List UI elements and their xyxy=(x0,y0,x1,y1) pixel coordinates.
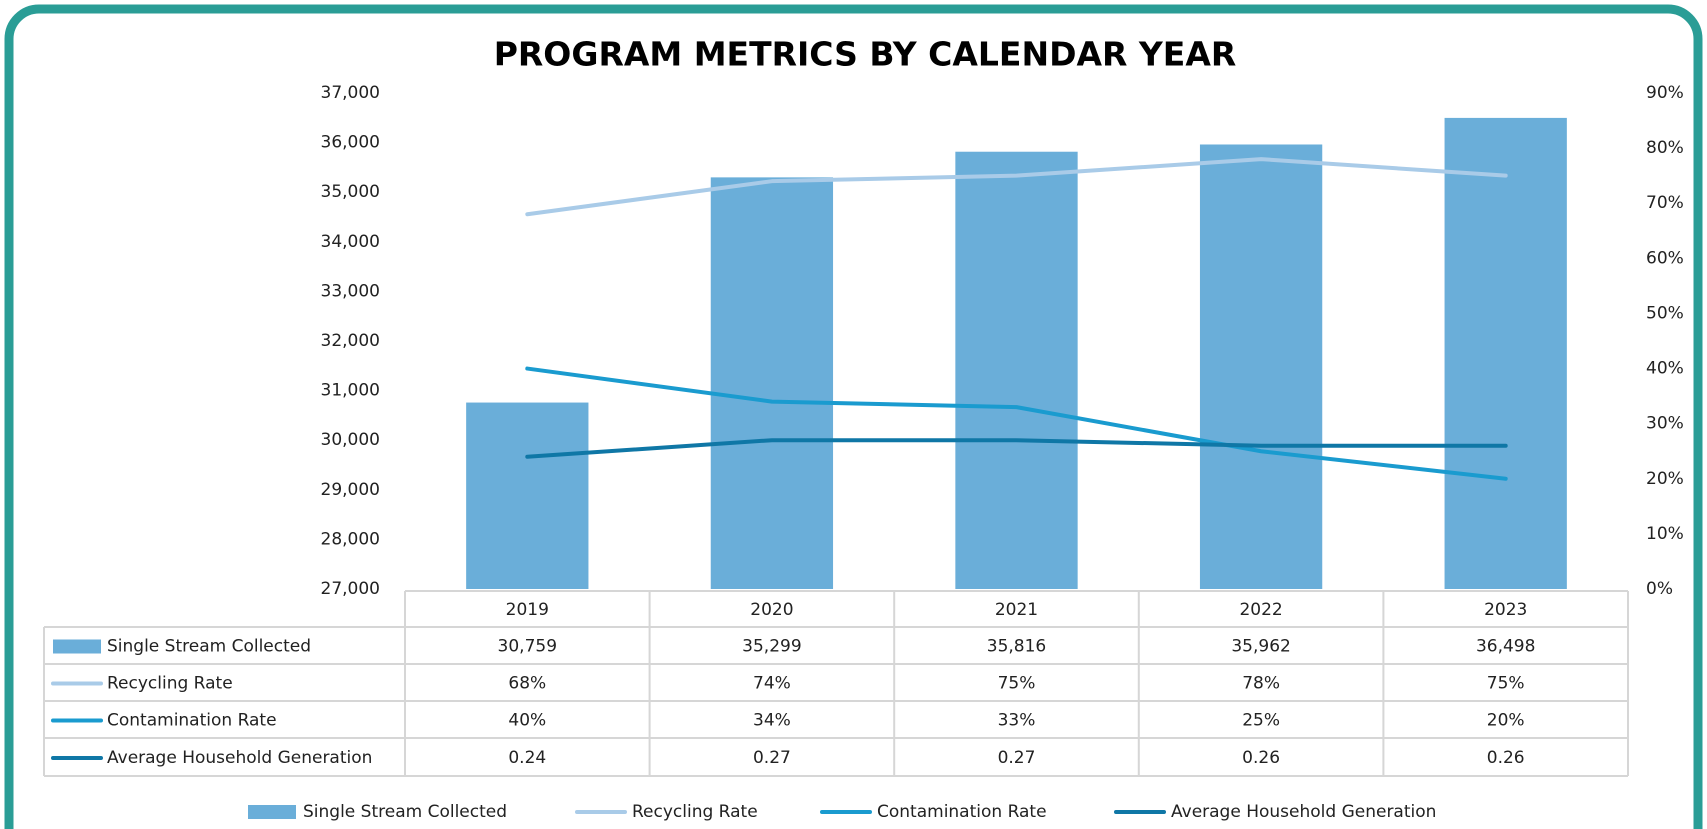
x-tick-label: 2019 xyxy=(506,600,549,620)
table-cell: 35,962 xyxy=(1231,637,1290,657)
y-tick-label: 30,000 xyxy=(321,430,380,450)
table-cell: 33% xyxy=(998,711,1036,731)
bar xyxy=(955,151,1078,590)
legend-swatch xyxy=(53,639,101,654)
legend-label: Contamination Rate xyxy=(877,802,1047,822)
table-cell: 74% xyxy=(753,674,791,694)
table-cell: 34% xyxy=(753,711,791,731)
line xyxy=(525,157,1508,217)
table-cell: 0.26 xyxy=(1487,748,1525,768)
line xyxy=(525,366,1508,481)
table-cell: 20% xyxy=(1487,711,1525,731)
legend-label: Recycling Rate xyxy=(632,802,758,822)
table-cell: 25% xyxy=(1242,711,1280,731)
table-cell: 78% xyxy=(1242,674,1280,694)
bar xyxy=(1444,117,1567,589)
y2-tick-label: 0% xyxy=(1646,579,1673,599)
y-tick-label: 37,000 xyxy=(321,83,380,103)
y-tick-label: 27,000 xyxy=(321,579,380,599)
legend-label: Average Household Generation xyxy=(1171,802,1436,822)
y-tick-label: 35,000 xyxy=(321,182,380,202)
table-cell: 35,299 xyxy=(742,637,801,657)
table-row-label: Contamination Rate xyxy=(107,711,277,731)
table-cell: 30,759 xyxy=(498,637,557,657)
x-tick-label: 2022 xyxy=(1239,600,1282,620)
table-cell: 40% xyxy=(508,711,546,731)
y-tick-label: 31,000 xyxy=(321,381,380,401)
x-tick-label: 2021 xyxy=(995,600,1038,620)
y-tick-label: 28,000 xyxy=(321,529,380,549)
table-cell: 35,816 xyxy=(987,637,1046,657)
chart-title: PROGRAM METRICS BY CALENDAR YEAR xyxy=(494,35,1237,74)
bar xyxy=(466,402,589,589)
table-cell: 0.26 xyxy=(1242,748,1280,768)
table-cell: 68% xyxy=(508,674,546,694)
y2-tick-label: 50% xyxy=(1646,303,1684,323)
y-tick-label: 33,000 xyxy=(321,281,380,301)
y2-tick-label: 40% xyxy=(1646,359,1684,379)
table-cell: 36,498 xyxy=(1476,637,1535,657)
bar xyxy=(710,177,834,589)
y2-tick-label: 80% xyxy=(1646,138,1684,158)
x-tick-label: 2020 xyxy=(750,600,793,620)
y2-tick-label: 90% xyxy=(1646,83,1684,103)
line xyxy=(525,438,1508,459)
table-row-label: Recycling Rate xyxy=(107,674,233,694)
bar xyxy=(1199,144,1323,589)
y2-tick-label: 20% xyxy=(1646,469,1684,489)
table-cell: 0.27 xyxy=(753,748,791,768)
y2-tick-label: 30% xyxy=(1646,414,1684,434)
table-cell: 0.24 xyxy=(508,748,546,768)
y-tick-label: 34,000 xyxy=(321,232,380,252)
y-tick-label: 36,000 xyxy=(321,133,380,153)
x-tick-label: 2023 xyxy=(1484,600,1527,620)
table-cell: 75% xyxy=(1487,674,1525,694)
y-tick-label: 32,000 xyxy=(321,331,380,351)
table-row-label: Average Household Generation xyxy=(107,748,372,768)
y2-tick-label: 60% xyxy=(1646,248,1684,268)
legend-label: Single Stream Collected xyxy=(303,802,507,822)
table-cell: 75% xyxy=(998,674,1036,694)
table-cell: 0.27 xyxy=(998,748,1036,768)
y2-tick-label: 10% xyxy=(1646,524,1684,544)
legend-swatch xyxy=(248,805,296,819)
y-tick-label: 29,000 xyxy=(321,480,380,500)
table-row-label: Single Stream Collected xyxy=(107,637,311,657)
y2-tick-label: 70% xyxy=(1646,193,1684,213)
